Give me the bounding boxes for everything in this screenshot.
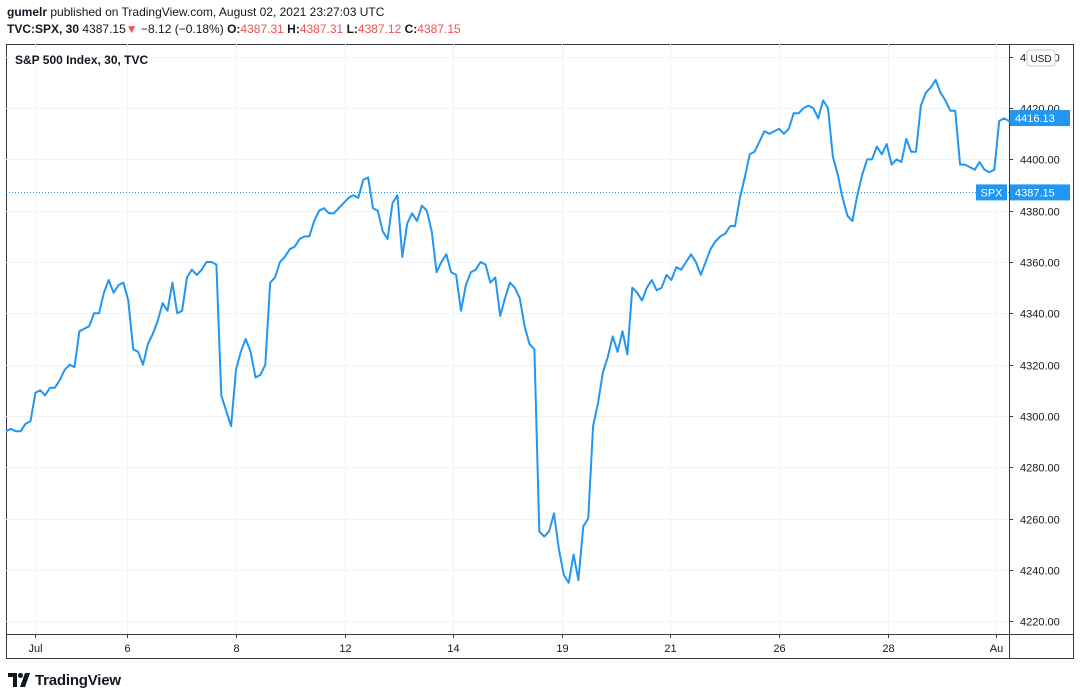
low-label: L: xyxy=(346,22,358,36)
y-tick-label: 4340.00 xyxy=(1020,309,1060,321)
grid xyxy=(6,44,1074,659)
series-label-badge xyxy=(976,184,1007,201)
x-tick-label: 21 xyxy=(664,643,676,655)
x-tick-label: 14 xyxy=(447,643,459,655)
price-series xyxy=(6,78,1010,584)
x-tick-label: 19 xyxy=(556,643,568,655)
y-tick-label: 4400.00 xyxy=(1020,155,1060,167)
price-markers: SPX 4387.15 4416.13 xyxy=(6,110,1070,201)
symbol-info: TVC:SPX, 30 4387.15▼ −8.12 (−0.18%) O:43… xyxy=(7,22,461,36)
y-axis: 4220.00 4240.00 4260.00 4280.00 4300.00 4320.… xyxy=(1009,53,1060,629)
high-value: 4387.31 xyxy=(299,22,344,36)
close-label: C: xyxy=(404,22,418,36)
x-tick-label: 28 xyxy=(882,643,894,655)
x-tick-label: 6 xyxy=(124,643,130,655)
y-tick-label: 4220.00 xyxy=(1020,617,1060,629)
chart-title: S&P 500 Index, 30, TVC xyxy=(15,53,149,67)
last-price: 4387.15 xyxy=(82,22,126,36)
down-arrow-icon: ▼ xyxy=(125,22,138,36)
open-value: 4387.31 xyxy=(240,22,284,36)
low-value: 4387.12 xyxy=(357,22,402,36)
published-text: published on TradingView.com, August 02,… xyxy=(50,5,385,19)
y-tick-label: 4240.00 xyxy=(1020,566,1060,578)
price-chart[interactable]: 4220.00 4240.00 4260.00 4280.00 4300.00 4320.… xyxy=(6,44,1074,659)
current-price-label: 4416.13 xyxy=(1015,113,1055,125)
x-tick-label: Jul xyxy=(28,643,42,655)
tradingview-logo-icon xyxy=(8,673,30,687)
x-axis: Jul 6 8 12 14 19 21 26 28 Au xyxy=(28,634,1003,655)
symbol-label: TVC:SPX, 30 xyxy=(7,22,80,36)
last-price-badge xyxy=(1010,184,1070,201)
logo-text: TradingView xyxy=(35,671,121,689)
y-tick-label: 4360.00 xyxy=(1020,258,1060,270)
y-tick-label: 4280.00 xyxy=(1020,463,1060,475)
price-change: −8.12 (−0.18%) xyxy=(141,22,224,36)
current-price-badge xyxy=(1010,110,1070,127)
last-price-label: 4387.15 xyxy=(1015,187,1055,199)
x-tick-label: 12 xyxy=(339,643,351,655)
x-tick-label: 8 xyxy=(233,643,239,655)
y-tick-label: 4320.00 xyxy=(1020,361,1060,373)
series-label: SPX xyxy=(980,187,1003,199)
chart-area[interactable]: 4220.00 4240.00 4260.00 4280.00 4300.00 4320.… xyxy=(6,44,1074,659)
open-label: O: xyxy=(227,22,241,36)
y-tick-label: 4260.00 xyxy=(1020,515,1060,527)
currency-button[interactable]: USD xyxy=(1026,49,1056,67)
x-tick-label: 26 xyxy=(773,643,785,655)
y-tick-label: 4300.00 xyxy=(1020,412,1060,424)
spx-price-line xyxy=(6,78,1010,584)
chart-border xyxy=(6,44,1074,659)
tradingview-logo[interactable]: TradingView xyxy=(8,670,121,690)
close-value: 4387.15 xyxy=(417,22,461,36)
high-label: H: xyxy=(287,22,300,36)
x-tick-label: Au xyxy=(990,643,1003,655)
author-name[interactable]: gumelr xyxy=(7,5,48,19)
y-tick-label: 4380.00 xyxy=(1020,207,1060,219)
currency-label: USD xyxy=(1030,54,1051,65)
publish-info: gumelr published on TradingView.com, Aug… xyxy=(7,5,384,19)
